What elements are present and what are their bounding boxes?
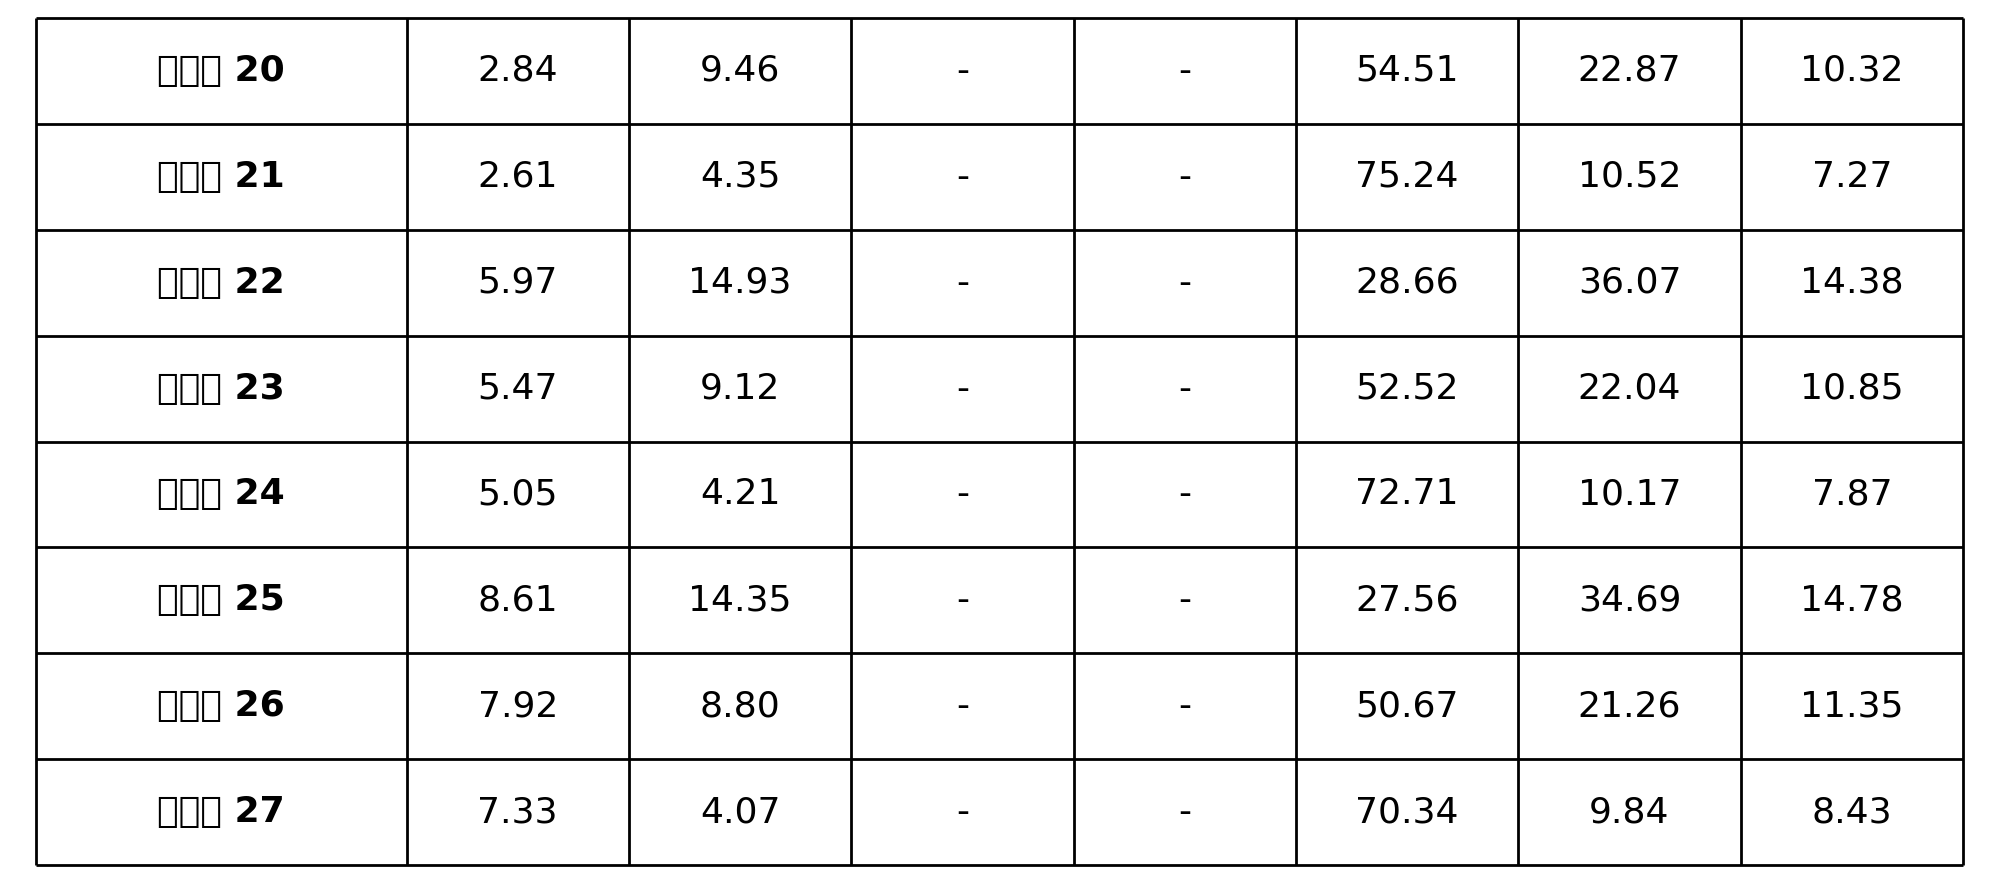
- Text: 9.84: 9.84: [1588, 796, 1668, 829]
- Text: 组合物 24: 组合物 24: [158, 478, 286, 511]
- Text: 75.24: 75.24: [1355, 160, 1459, 193]
- Text: 14.78: 14.78: [1798, 584, 1902, 617]
- Text: 2.84: 2.84: [478, 54, 557, 87]
- Text: 10.17: 10.17: [1576, 478, 1680, 511]
- Text: -: -: [1177, 690, 1191, 723]
- Text: 2.61: 2.61: [478, 160, 557, 193]
- Text: -: -: [955, 796, 969, 829]
- Text: -: -: [955, 584, 969, 617]
- Text: 7.33: 7.33: [478, 796, 557, 829]
- Text: -: -: [1177, 478, 1191, 511]
- Text: 4.07: 4.07: [699, 796, 779, 829]
- Text: 4.35: 4.35: [699, 160, 779, 193]
- Text: 54.51: 54.51: [1355, 54, 1459, 87]
- Text: 10.85: 10.85: [1798, 372, 1902, 405]
- Text: 50.67: 50.67: [1355, 690, 1459, 723]
- Text: 11.35: 11.35: [1798, 690, 1902, 723]
- Text: 8.61: 8.61: [478, 584, 557, 617]
- Text: -: -: [1177, 266, 1191, 299]
- Text: 70.34: 70.34: [1355, 796, 1459, 829]
- Text: -: -: [955, 478, 969, 511]
- Text: 8.43: 8.43: [1810, 796, 1892, 829]
- Text: -: -: [1177, 372, 1191, 405]
- Text: 组合物 23: 组合物 23: [158, 372, 286, 405]
- Text: 7.27: 7.27: [1810, 160, 1892, 193]
- Text: 21.26: 21.26: [1576, 690, 1680, 723]
- Text: 7.87: 7.87: [1810, 478, 1892, 511]
- Text: 5.97: 5.97: [478, 266, 557, 299]
- Text: 9.46: 9.46: [699, 54, 779, 87]
- Text: -: -: [955, 54, 969, 87]
- Text: 9.12: 9.12: [699, 372, 779, 405]
- Text: 组合物 20: 组合物 20: [158, 54, 286, 87]
- Text: 28.66: 28.66: [1355, 266, 1459, 299]
- Text: -: -: [955, 690, 969, 723]
- Text: 10.52: 10.52: [1576, 160, 1680, 193]
- Text: -: -: [1177, 54, 1191, 87]
- Text: 27.56: 27.56: [1355, 584, 1459, 617]
- Text: 7.92: 7.92: [478, 690, 557, 723]
- Text: 组合物 26: 组合物 26: [158, 690, 286, 723]
- Text: -: -: [955, 266, 969, 299]
- Text: 组合物 27: 组合物 27: [158, 796, 286, 829]
- Text: 34.69: 34.69: [1576, 584, 1680, 617]
- Text: 22.87: 22.87: [1576, 54, 1680, 87]
- Text: 5.05: 5.05: [478, 478, 557, 511]
- Text: 14.35: 14.35: [687, 584, 791, 617]
- Text: 4.21: 4.21: [699, 478, 779, 511]
- Text: 5.47: 5.47: [478, 372, 557, 405]
- Text: 组合物 21: 组合物 21: [158, 160, 286, 193]
- Text: -: -: [955, 160, 969, 193]
- Text: -: -: [955, 372, 969, 405]
- Text: 52.52: 52.52: [1355, 372, 1459, 405]
- Text: 8.80: 8.80: [699, 690, 779, 723]
- Text: 10.32: 10.32: [1798, 54, 1902, 87]
- Text: 组合物 22: 组合物 22: [158, 266, 286, 299]
- Text: 14.38: 14.38: [1798, 266, 1902, 299]
- Text: -: -: [1177, 796, 1191, 829]
- Text: -: -: [1177, 160, 1191, 193]
- Text: 组合物 25: 组合物 25: [158, 584, 286, 617]
- Text: 36.07: 36.07: [1576, 266, 1680, 299]
- Text: 72.71: 72.71: [1355, 478, 1459, 511]
- Text: 22.04: 22.04: [1576, 372, 1680, 405]
- Text: 14.93: 14.93: [687, 266, 791, 299]
- Text: -: -: [1177, 584, 1191, 617]
